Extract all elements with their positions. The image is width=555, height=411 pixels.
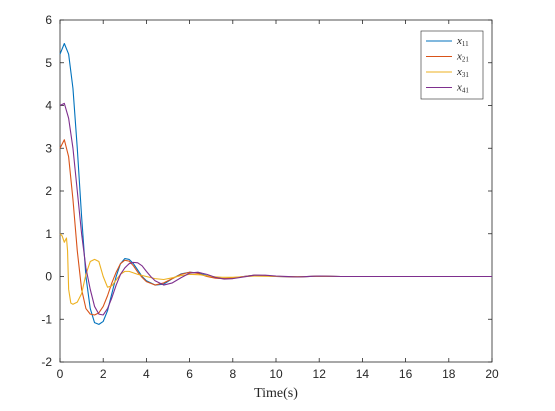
plot-area-frame [59,19,493,363]
axis-ticks [59,19,493,363]
x-tick-label: 6 [186,367,193,381]
y-tick-label: 0 [45,270,52,284]
x-tick-label: 10 [269,367,283,381]
legend-label-x31: x31 [456,66,469,79]
legend-label-base: x [456,51,462,63]
y-tick-label: 2 [45,184,52,198]
y-tick-label: 4 [45,99,52,113]
x-tick-label: 16 [399,367,413,381]
legend-label-x11: x11 [456,35,469,48]
legend-label-subscript: 11 [462,40,469,48]
legend-label-subscript: 31 [462,71,470,79]
x-tick-label: 14 [356,367,370,381]
legend-label-subscript: 41 [462,87,470,95]
series-lines [59,42,492,325]
y-tick-label: 3 [45,141,52,155]
x-tick-label: 2 [100,367,107,381]
y-tick-label: -2 [41,355,52,369]
legend-label-x41: x41 [456,82,469,95]
legend-label-x21: x21 [456,51,469,64]
legend-label-base: x [456,35,462,47]
y-tick-label: 5 [45,56,52,70]
x-axis-label: Time(s) [254,386,298,401]
x-tick-label: 8 [229,367,236,381]
y-tick-label: 6 [45,13,52,27]
x-tick-label: 18 [442,367,456,381]
x-tick-label: 4 [143,367,150,381]
y-tick-label: 1 [45,227,52,241]
x-tick-label: 20 [485,367,499,381]
legend-label-base: x [456,66,462,78]
series-line-x41 [59,102,492,316]
y-tick-label: -1 [41,312,52,326]
legend-label-base: x [456,82,462,94]
x-tick-label: 0 [57,367,64,381]
legend-label-subscript: 21 [462,56,470,64]
x-tick-label: 12 [313,367,327,381]
